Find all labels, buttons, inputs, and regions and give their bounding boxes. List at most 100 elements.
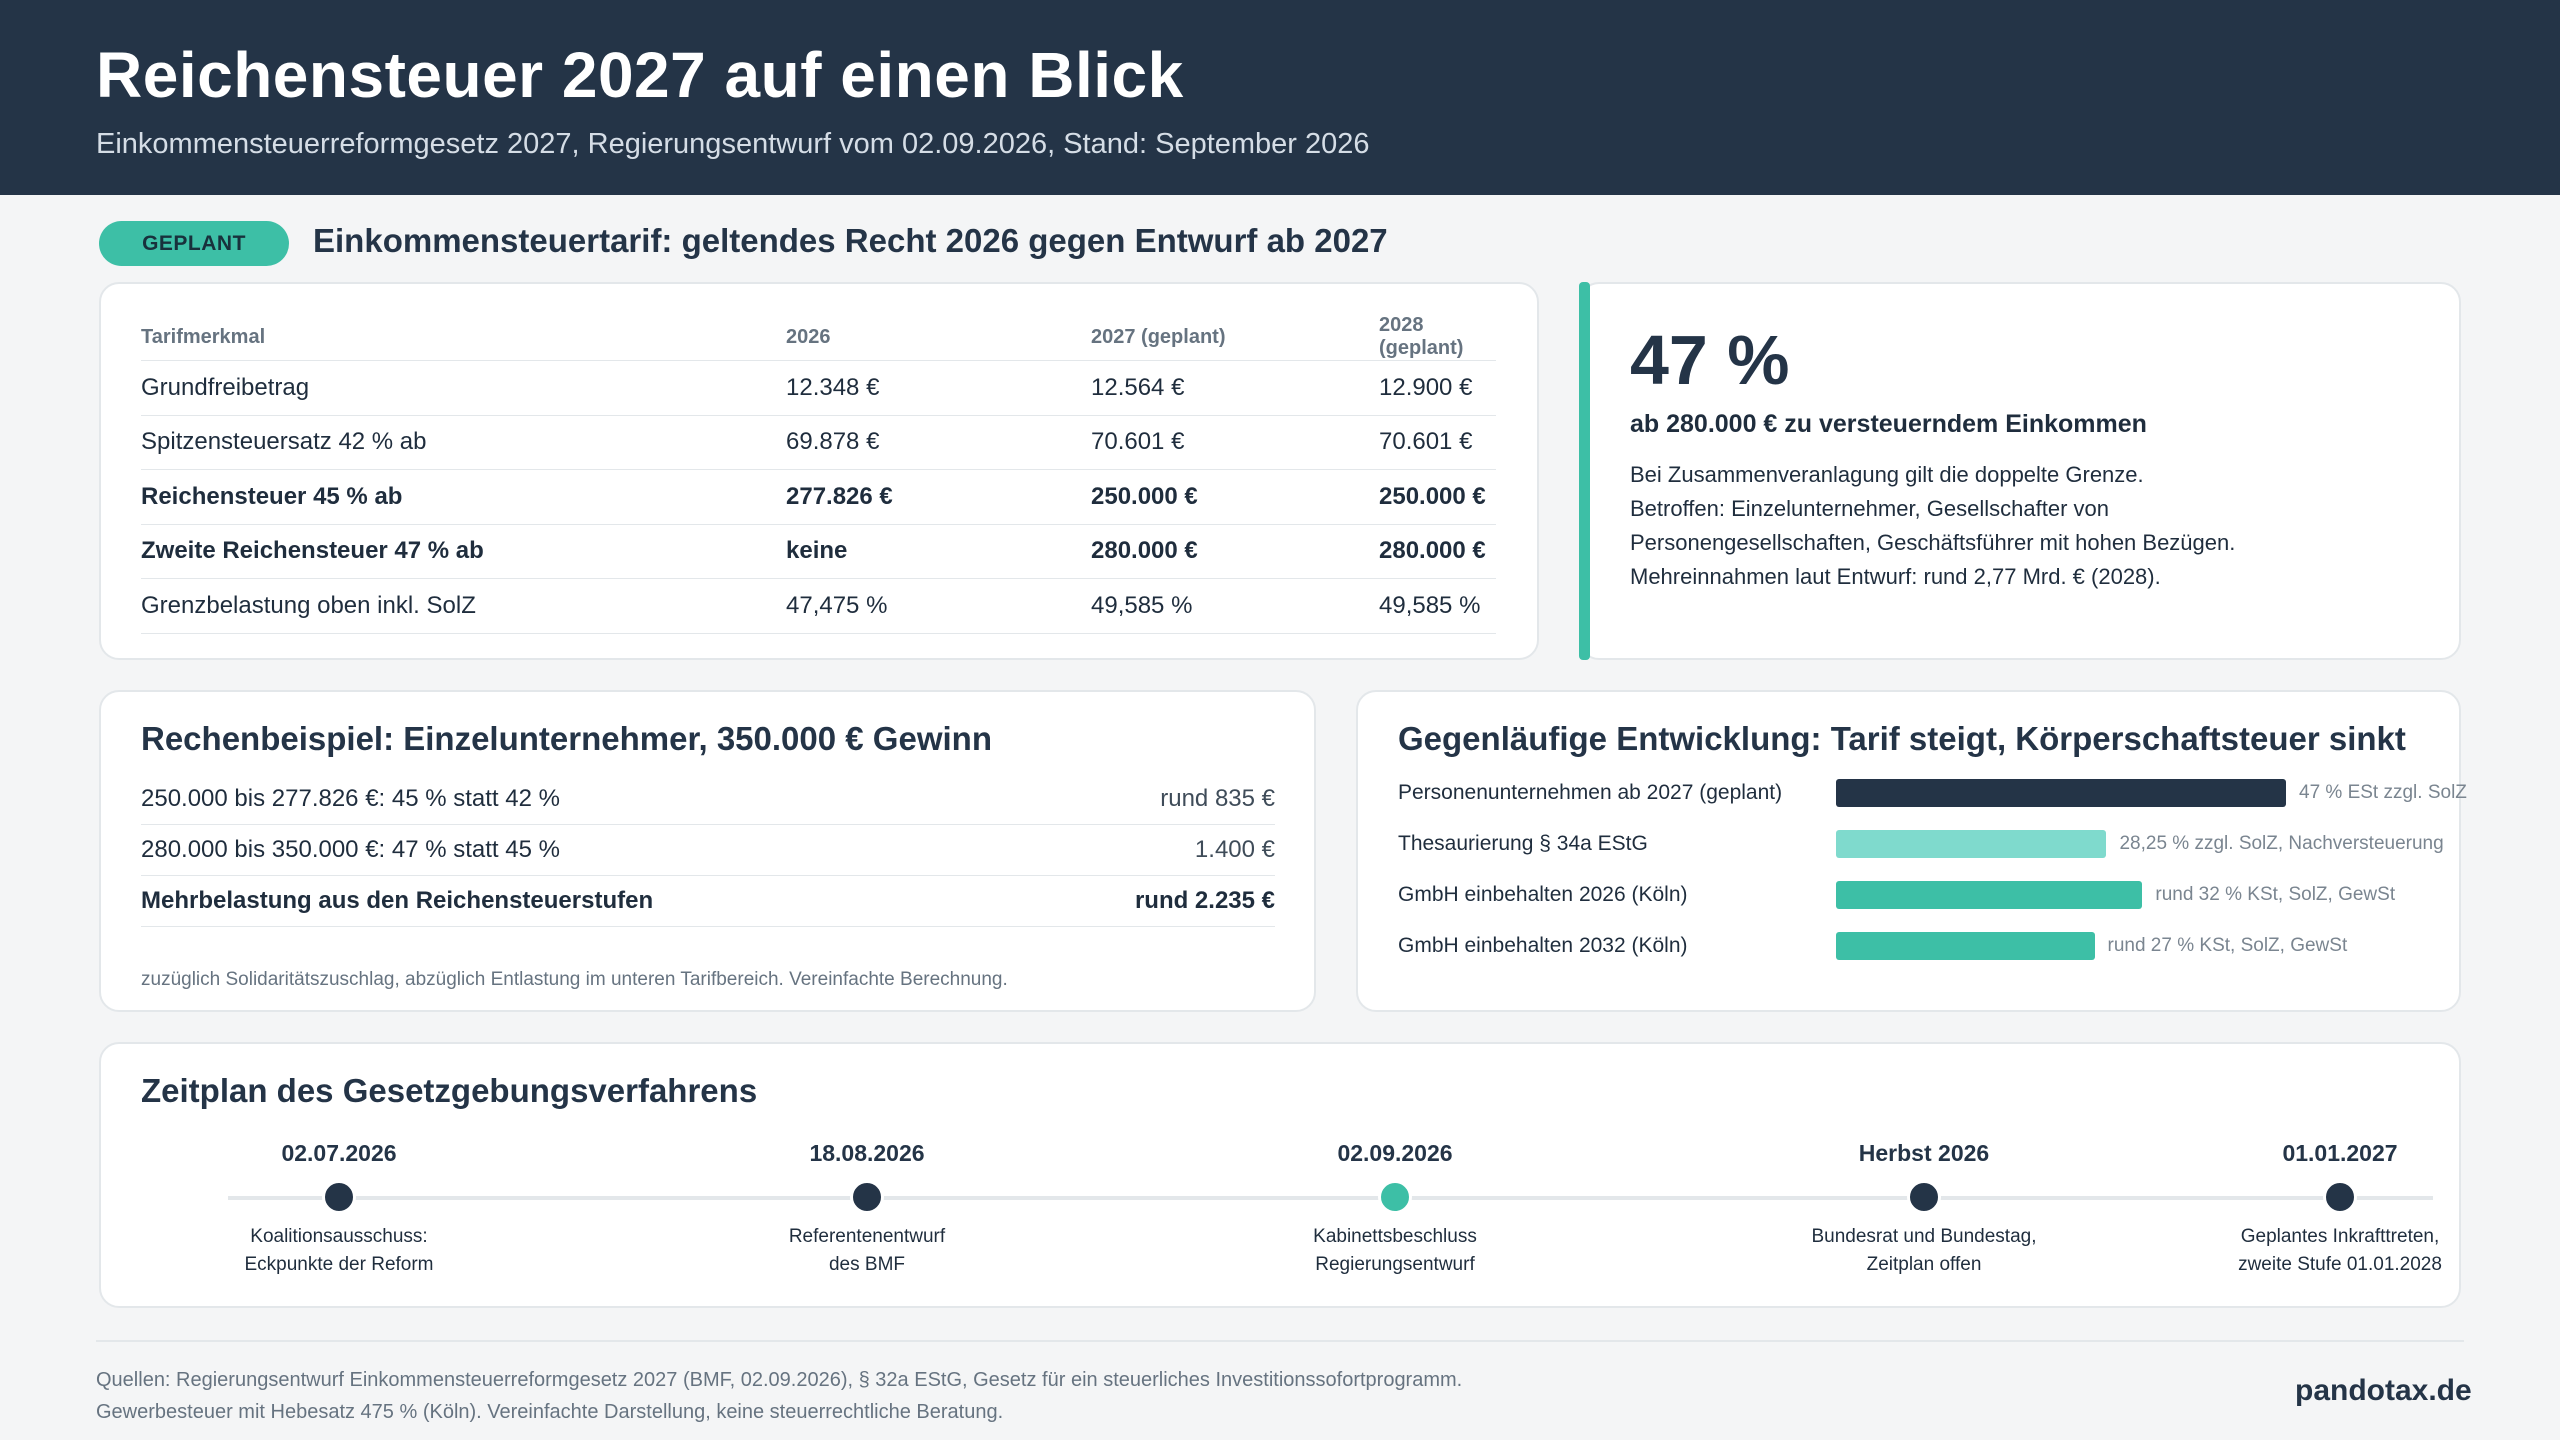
comparison-row: GmbH einbehalten 2026 (Köln) rund 32 % K… [1398, 880, 2448, 910]
calculation-label: 280.000 bis 350.000 €: 47 % statt 45 % [141, 836, 560, 863]
bar-note: 28,25 % zzgl. SolZ, Nachversteuerung [2119, 833, 2444, 854]
milestone-date: 01.01.2027 [2282, 1140, 2398, 1166]
milestone-date: 18.08.2026 [809, 1140, 925, 1166]
section-title: Einkommensteuertarif: geltendes Recht 20… [313, 222, 1388, 259]
milestone-description: Geplantes Inkrafttreten, zweite Stufe 01… [2180, 1223, 2500, 1279]
comparison-row: Personenunternehmen ab 2027 (geplant) 47… [1398, 778, 2467, 808]
milestone-dot [322, 1180, 356, 1214]
page-header: Reichensteuer 2027 auf einen Blick Einko… [0, 0, 2560, 195]
timeline-milestone: 02.09.2026 Kabinettsbeschluss Regierungs… [1235, 1138, 1555, 1279]
milestone-line: zweite Stufe 01.01.2028 [2238, 1254, 2442, 1275]
milestone-line: Regierungsentwurf [1315, 1254, 1475, 1275]
bar-label: GmbH einbehalten 2032 (Köln) [1398, 934, 1688, 957]
table-cell: 277.826 € [786, 469, 1091, 524]
calculation-rows: 250.000 bis 277.826 €: 45 % statt 42 % r… [141, 774, 1275, 927]
sources-line: Gewerbesteuer mit Hebesatz 475 % (Köln).… [96, 1401, 1004, 1423]
milestone-description: Referentenentwurf des BMF [707, 1223, 1027, 1279]
calculation-note: zuzüglich Solidaritätszuschlag, abzüglic… [141, 969, 1008, 990]
column-header: Tarifmerkmal [141, 325, 266, 348]
bar [1836, 830, 2107, 858]
column-header: 2026 [786, 325, 831, 348]
table-cell: 47,475 % [786, 578, 1091, 634]
highlight-value: 47 % [1630, 321, 1790, 399]
timeline-milestone: 18.08.2026 Referentenentwurf des BMF [707, 1138, 1027, 1279]
milestone-date: Herbst 2026 [1858, 1140, 1990, 1166]
milestone-line: des BMF [828, 1254, 906, 1275]
table-cell: 250.000 € [1091, 469, 1379, 524]
table-cell: Reichensteuer 45 % ab [141, 469, 786, 524]
timeline-card: Zeitplan des Gesetzgebungsverfahrens 02.… [99, 1042, 2461, 1308]
column-header: 2028 (geplant) [1379, 314, 1464, 359]
table-cell: 250.000 € [1379, 469, 1496, 524]
calculation-total-row: Mehrbelastung aus den Reichensteuerstufe… [141, 876, 1275, 927]
comparison-card: Gegenläufige Entwicklung: Tarif steigt, … [1356, 690, 2467, 1012]
bar-note: rund 32 % KSt, SolZ, GewSt [2155, 884, 2396, 905]
table-cell: 12.348 € [786, 360, 1091, 415]
timeline-milestone: 01.01.2027 Geplantes Inkrafttreten, zwei… [2180, 1138, 2500, 1279]
milestone-line: Kabinettsbeschluss [1313, 1226, 1477, 1247]
table-cell: Spitzensteuersatz 42 % ab [141, 414, 786, 470]
table-cell: 49,585 % [1379, 578, 1496, 634]
calculation-label: Mehrbelastung aus den Reichensteuerstufe… [141, 887, 654, 914]
table-cell: 69.878 € [786, 414, 1091, 470]
page-subtitle: Einkommensteuerreformgesetz 2027, Regier… [96, 128, 1370, 160]
milestone-description: Kabinettsbeschluss Regierungsentwurf [1235, 1223, 1555, 1279]
highlight-card: 47 % ab 280.000 € zu versteuerndem Einko… [1579, 282, 2461, 660]
calculation-value: rund 835 € [1160, 785, 1275, 812]
tariff-table-card: Tarifmerkmal 2026 2027 (geplant) 2028 (g… [99, 282, 1539, 660]
bar [1836, 932, 2095, 960]
milestone-date: 02.07.2026 [281, 1140, 397, 1166]
calculation-title: Rechenbeispiel: Einzelunternehmer, 350.0… [141, 720, 992, 757]
table-cell: 12.564 € [1091, 360, 1379, 415]
milestone-line: Eckpunkte der Reform [244, 1254, 434, 1275]
brand-logo-text: pandotax.de [2295, 1374, 2472, 1407]
milestone-line: Geplantes Inkrafttreten, [2240, 1226, 2440, 1247]
milestone-description: Bundesrat und Bundestag, Zeitplan offen [1764, 1223, 2084, 1279]
highlight-line: Bei Zusammenveranlagung gilt die doppelt… [1630, 462, 2144, 487]
table-cell: 49,585 % [1091, 578, 1379, 634]
milestone-line: Referentenentwurf [788, 1226, 946, 1247]
comparison-row: GmbH einbehalten 2032 (Köln) rund 27 % K… [1398, 931, 2448, 961]
milestone-line: Koalitionsausschuss: [250, 1226, 428, 1247]
footer-divider [96, 1340, 2464, 1342]
table-cell: Zweite Reichensteuer 47 % ab [141, 523, 786, 579]
comparison-row: Thesaurierung § 34a EStG 28,25 % zzgl. S… [1398, 829, 2448, 859]
table-cell: 280.000 € [1379, 523, 1496, 579]
accent-bar [1579, 282, 1590, 660]
bar [1836, 779, 2286, 807]
highlight-line: Personengesellschaften, Geschäftsführer … [1630, 530, 2236, 555]
calculation-value: rund 2.235 € [1134, 887, 1275, 914]
calculation-card: Rechenbeispiel: Einzelunternehmer, 350.0… [99, 690, 1316, 1012]
tariff-table: Tarifmerkmal 2026 2027 (geplant) 2028 (g… [141, 314, 1496, 634]
highlight-line: Mehreinnahmen laut Entwurf: rund 2,77 Mr… [1630, 564, 2161, 589]
comparison-title: Gegenläufige Entwicklung: Tarif steigt, … [1398, 720, 2406, 757]
milestone-dot [850, 1180, 884, 1214]
table-cell: 12.900 € [1379, 360, 1496, 415]
bar-label: GmbH einbehalten 2026 (Köln) [1398, 883, 1688, 906]
sources-line: Quellen: Regierungsentwurf Einkommensteu… [96, 1369, 1463, 1391]
table-cell: 280.000 € [1091, 523, 1379, 579]
sources-note: Quellen: Regierungsentwurf Einkommensteu… [96, 1364, 1996, 1428]
table-row: Spitzensteuersatz 42 % ab 69.878 € 70.60… [141, 414, 1496, 470]
column-header: 2027 (geplant) [1091, 325, 1226, 348]
bar-label: Personenunternehmen ab 2027 (geplant) [1398, 781, 1783, 804]
table-row: Reichensteuer 45 % ab 277.826 € 250.000 … [141, 469, 1496, 524]
table-cell: 70.601 € [1379, 414, 1496, 470]
calculation-value: 1.400 € [1194, 836, 1275, 863]
milestone-description: Koalitionsausschuss: Eckpunkte der Refor… [179, 1223, 499, 1279]
page-title: Reichensteuer 2027 auf einen Blick [96, 39, 1184, 111]
milestone-dot [1907, 1180, 1941, 1214]
highlight-body: Bei Zusammenveranlagung gilt die doppelt… [1630, 458, 2430, 594]
bar-note: rund 27 % KSt, SolZ, GewSt [2107, 935, 2348, 956]
table-row: Grenzbelastung oben inkl. SolZ 47,475 % … [141, 578, 1496, 634]
highlight-line: Betroffen: Einzelunternehmer, Gesellscha… [1630, 496, 2109, 521]
timeline-milestone: Herbst 2026 Bundesrat und Bundestag, Zei… [1764, 1138, 2084, 1279]
status-badge: GEPLANT [99, 221, 289, 266]
timeline-line [228, 1196, 2433, 1200]
table-cell: keine [786, 523, 1091, 579]
timeline-title: Zeitplan des Gesetzgebungsverfahrens [141, 1072, 758, 1109]
table-cell: Grundfreibetrag [141, 360, 786, 415]
table-row: Grundfreibetrag 12.348 € 12.564 € 12.900… [141, 360, 1496, 415]
bar-label: Thesaurierung § 34a EStG [1398, 832, 1648, 855]
milestone-date: 02.09.2026 [1337, 1140, 1453, 1166]
